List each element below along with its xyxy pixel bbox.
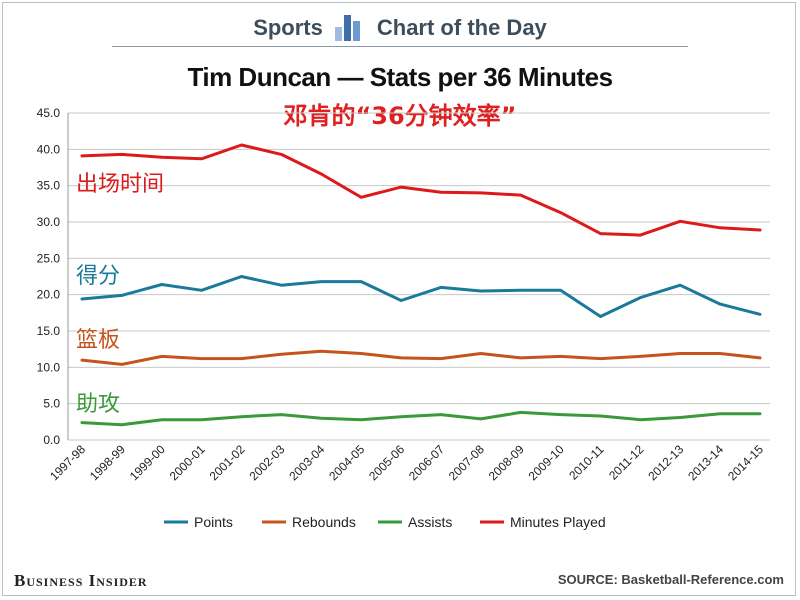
- x-tick-label: 2000-01: [167, 442, 208, 483]
- x-tick-label: 2004-05: [326, 442, 367, 483]
- header-divider: [112, 46, 688, 47]
- x-tick-label: 2007-08: [446, 442, 487, 483]
- x-tick-label: 2001-02: [207, 442, 248, 483]
- x-tick-label: 2012-13: [645, 442, 686, 483]
- x-tick-label: 1998-99: [87, 442, 128, 483]
- header-chart-of-the-day-label: Chart of the Day: [376, 15, 547, 40]
- y-tick-label: 25.0: [37, 251, 61, 265]
- x-tick-label: 1999-00: [127, 442, 168, 483]
- y-tick-label: 45.0: [37, 106, 61, 120]
- y-tick-label: 0.0: [43, 433, 60, 447]
- grid-lines: [67, 112, 770, 441]
- series-line-minutes-played: [80, 143, 762, 237]
- inline-label-assists: 助攻: [76, 392, 120, 417]
- legend-entry: Points: [194, 514, 233, 530]
- legend-entry: Assists: [408, 514, 452, 530]
- y-tick-label: 10.0: [37, 360, 61, 374]
- legend: Points Rebounds Assists Minutes Played: [164, 514, 606, 530]
- y-tick-label: 40.0: [37, 142, 61, 156]
- y-tick-label: 30.0: [37, 215, 61, 229]
- inline-label-points: 得分: [76, 264, 120, 289]
- series-line-assists: [80, 410, 762, 427]
- series-lines: [80, 143, 762, 427]
- x-tick-label: 2005-06: [366, 442, 407, 483]
- business-insider-logo: Business Insider: [14, 571, 148, 590]
- y-axis-ticks: 0.0 5.0 10.0 15.0 20.0 25.0 30.0 35.0 40.0 45.0: [37, 106, 61, 447]
- source-credit: SOURCE: Basketball-Reference.com: [557, 572, 784, 587]
- legend-entry: Minutes Played: [510, 514, 606, 530]
- header-banner: Sports Chart of the Day: [0, 10, 800, 46]
- chart-subtitle: 邓肯的“36分钟效率”: [283, 102, 517, 130]
- y-tick-label: 5.0: [43, 397, 60, 411]
- x-tick-label: 2006-07: [406, 442, 447, 483]
- series-line-rebounds: [80, 349, 762, 366]
- x-tick-label: 2002-03: [246, 442, 287, 483]
- x-tick-label: 2010-11: [566, 442, 607, 483]
- legend-entry: Rebounds: [292, 514, 356, 530]
- y-tick-label: 15.0: [37, 324, 61, 338]
- x-tick-label: 2013-14: [685, 442, 726, 483]
- x-axis-ticks: 1997-981998-991999-002000-012001-022002-…: [47, 442, 766, 483]
- chart-title: Tim Duncan — Stats per 36 Minutes: [187, 62, 613, 92]
- x-tick-label: 2011-12: [606, 442, 647, 483]
- x-tick-label: 1997-98: [47, 442, 88, 483]
- x-tick-label: 2014-15: [725, 442, 766, 483]
- series-line-points: [80, 275, 762, 318]
- x-tick-label: 2009-10: [526, 442, 567, 483]
- inline-label-rebounds: 篮板: [76, 328, 120, 353]
- x-tick-label: 2008-09: [486, 442, 527, 483]
- inline-label-minutes-played: 出场时间: [76, 172, 164, 197]
- x-tick-label: 2003-04: [286, 442, 327, 483]
- bar-chart-icon: [334, 15, 365, 41]
- y-tick-label: 35.0: [37, 179, 61, 193]
- y-tick-label: 20.0: [37, 288, 61, 302]
- header-sports-label: Sports: [253, 15, 323, 40]
